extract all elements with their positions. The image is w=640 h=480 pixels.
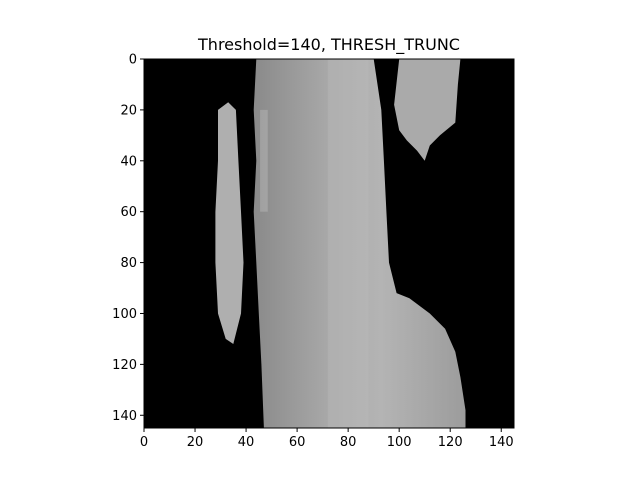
region-right-patch	[394, 59, 461, 161]
highlight-streak-1	[260, 109, 268, 212]
x-tick-label: 80	[340, 435, 357, 450]
chart-title: Threshold=140, THRESH_TRUNC	[197, 35, 460, 55]
plot-frame	[143, 58, 515, 429]
y-tick-label: 20	[120, 103, 137, 118]
x-tick-label: 0	[140, 435, 148, 450]
x-tick-label: 60	[289, 435, 306, 450]
y-tick-label: 80	[120, 256, 137, 271]
x-tick-label: 120	[438, 435, 463, 450]
y-tick-label: 60	[120, 205, 137, 220]
y-tick-label: 100	[112, 307, 137, 322]
x-tick-label: 140	[489, 435, 514, 450]
image-area	[144, 59, 514, 428]
y-tick-label: 140	[112, 409, 137, 424]
y-tick-label: 40	[120, 154, 137, 169]
x-axis: 0 20 40 60 80 100 120 140	[140, 428, 514, 450]
highlight-streak-0	[327, 59, 369, 428]
y-axis: 0 20 40 60 80 100 120 140	[112, 53, 144, 424]
image-regions	[215, 59, 466, 428]
region-left-strip	[215, 102, 244, 344]
x-tick-label: 40	[238, 435, 255, 450]
y-tick-label: 0	[129, 53, 137, 68]
x-tick-label: 100	[387, 435, 412, 450]
region-central-band	[253, 59, 466, 428]
x-tick-label: 20	[187, 435, 204, 450]
y-tick-label: 120	[112, 358, 137, 373]
